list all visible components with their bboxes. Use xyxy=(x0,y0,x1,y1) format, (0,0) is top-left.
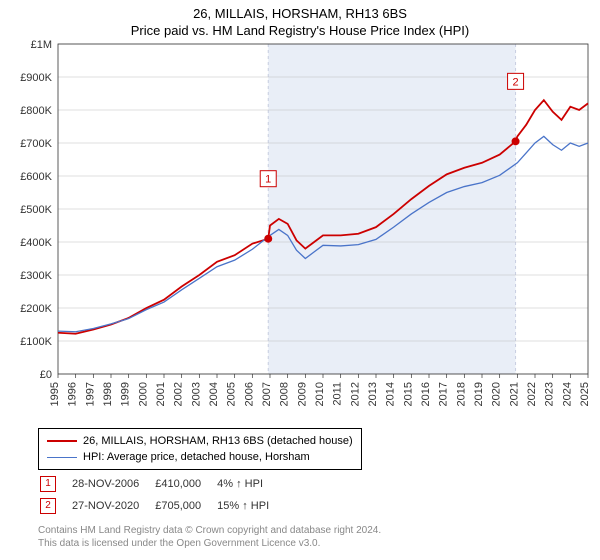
sale-marker-2 xyxy=(512,137,520,145)
svg-text:2009: 2009 xyxy=(296,382,308,406)
svg-text:2014: 2014 xyxy=(385,382,397,406)
svg-text:2024: 2024 xyxy=(561,382,573,406)
footer-line-1: Contains HM Land Registry data © Crown c… xyxy=(38,524,381,537)
legend-item: HPI: Average price, detached house, Hors… xyxy=(47,449,353,465)
sale-row: 2 27-NOV-2020£705,00015% ↑ HPI xyxy=(40,496,283,516)
sales-table: 1 28-NOV-2006£410,0004% ↑ HPI 2 27-NOV-2020… xyxy=(38,472,285,518)
svg-text:1998: 1998 xyxy=(102,382,114,406)
sale-pct: 15% ↑ HPI xyxy=(217,496,283,516)
svg-text:2015: 2015 xyxy=(402,382,414,406)
title-address: 26, MILLAIS, HORSHAM, RH13 6BS xyxy=(0,6,600,21)
legend-item: 26, MILLAIS, HORSHAM, RH13 6BS (detached… xyxy=(47,433,353,449)
sale-pct: 4% ↑ HPI xyxy=(217,474,283,494)
svg-text:2023: 2023 xyxy=(544,382,556,406)
svg-text:£1M: £1M xyxy=(31,39,52,51)
svg-text:2005: 2005 xyxy=(226,382,238,406)
svg-text:2018: 2018 xyxy=(455,382,467,406)
svg-text:2021: 2021 xyxy=(508,382,520,406)
sale-marker-icon: 2 xyxy=(40,498,56,514)
svg-text:2012: 2012 xyxy=(349,382,361,406)
chart-legend: 26, MILLAIS, HORSHAM, RH13 6BS (detached… xyxy=(38,428,362,470)
svg-text:£100K: £100K xyxy=(20,336,52,348)
svg-text:2002: 2002 xyxy=(173,382,185,406)
svg-text:£800K: £800K xyxy=(20,105,52,117)
svg-text:2008: 2008 xyxy=(279,382,291,406)
legend-label: HPI: Average price, detached house, Hors… xyxy=(83,451,310,463)
svg-text:£600K: £600K xyxy=(20,171,52,183)
svg-text:2000: 2000 xyxy=(137,382,149,406)
svg-text:1999: 1999 xyxy=(120,382,132,406)
svg-text:2025: 2025 xyxy=(579,382,591,406)
svg-text:£0: £0 xyxy=(40,369,52,381)
svg-text:1996: 1996 xyxy=(67,382,79,406)
svg-text:1995: 1995 xyxy=(49,382,61,406)
svg-text:2001: 2001 xyxy=(155,382,167,406)
price-chart: £0 £100K £200K £300K £400K £500K £600K £700K £80… xyxy=(0,38,600,418)
svg-text:2003: 2003 xyxy=(190,382,202,406)
sale-price: £705,000 xyxy=(155,496,215,516)
svg-text:1: 1 xyxy=(265,174,271,186)
sale-price: £410,000 xyxy=(155,474,215,494)
svg-text:2020: 2020 xyxy=(491,382,503,406)
svg-text:£700K: £700K xyxy=(20,138,52,150)
sale-date: 27-NOV-2020 xyxy=(72,496,153,516)
sale-marker-icon: 1 xyxy=(40,476,56,492)
sale-marker-1 xyxy=(264,235,272,243)
chart-titles: 26, MILLAIS, HORSHAM, RH13 6BS Price pai… xyxy=(0,0,600,38)
sale-row: 1 28-NOV-2006£410,0004% ↑ HPI xyxy=(40,474,283,494)
chart-container: 26, MILLAIS, HORSHAM, RH13 6BS Price pai… xyxy=(0,0,600,560)
svg-text:2010: 2010 xyxy=(314,382,326,406)
svg-text:£300K: £300K xyxy=(20,270,52,282)
svg-text:2007: 2007 xyxy=(261,382,273,406)
svg-text:2004: 2004 xyxy=(208,382,220,406)
svg-text:2013: 2013 xyxy=(367,382,379,406)
svg-text:2011: 2011 xyxy=(332,382,344,406)
svg-text:2: 2 xyxy=(513,76,519,88)
attribution-footer: Contains HM Land Registry data © Crown c… xyxy=(38,524,381,550)
svg-text:£900K: £900K xyxy=(20,72,52,84)
svg-text:2016: 2016 xyxy=(420,382,432,406)
legend-label: 26, MILLAIS, HORSHAM, RH13 6BS (detached… xyxy=(83,435,353,447)
title-subtitle: Price paid vs. HM Land Registry's House … xyxy=(0,23,600,38)
svg-text:2017: 2017 xyxy=(438,382,450,406)
svg-text:£200K: £200K xyxy=(20,303,52,315)
footer-line-2: This data is licensed under the Open Gov… xyxy=(38,537,381,550)
svg-text:£500K: £500K xyxy=(20,204,52,216)
svg-text:1997: 1997 xyxy=(84,382,96,406)
svg-text:£400K: £400K xyxy=(20,237,52,249)
svg-text:2019: 2019 xyxy=(473,382,485,406)
sale-date: 28-NOV-2006 xyxy=(72,474,153,494)
svg-text:2006: 2006 xyxy=(243,382,255,406)
svg-text:2022: 2022 xyxy=(526,382,538,406)
